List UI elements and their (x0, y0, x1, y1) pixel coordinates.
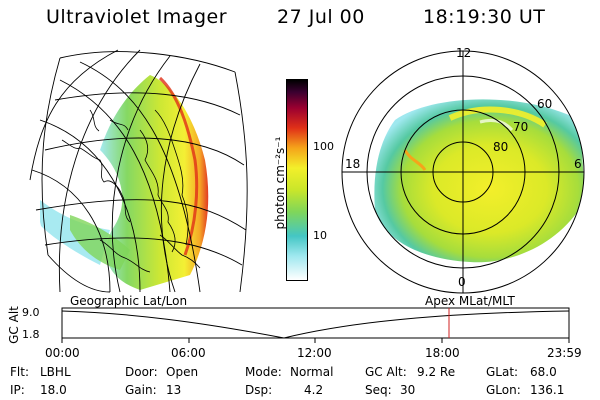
dsp-label: Dsp: (245, 383, 273, 397)
colorbar (286, 79, 308, 281)
glon-label: GLon: (486, 383, 521, 397)
mlt-label-6: 6 (574, 157, 582, 171)
mlt-label-0: 0 (458, 275, 466, 289)
door-label: Door: (125, 365, 158, 379)
ip-value: 18.0 (40, 383, 67, 397)
colorbar-tick-100: 100 (313, 140, 334, 153)
gain-value: 13 (166, 383, 182, 397)
time-label: 18:19:30 UT (423, 6, 546, 28)
mode-label: Mode: (245, 365, 282, 379)
timeline-xtick-4: 23:59 (547, 346, 582, 360)
mlat-label-70: 70 (513, 120, 529, 134)
instrument-title: Ultraviolet Imager (46, 6, 228, 28)
mlt-label-12: 12 (456, 46, 472, 60)
lat-lon-grid (29, 49, 248, 293)
mode-value: Normal (290, 365, 334, 379)
timeline-ytick-top: 9.0 (22, 306, 40, 319)
gc-alt-value: 9.2 Re (417, 365, 456, 379)
mlt-label-18: 18 (345, 157, 361, 171)
mlat-label-80: 80 (493, 140, 509, 154)
timeline-xtick-1: 06:00 (171, 346, 206, 360)
colorbar-tick-10: 10 (313, 229, 327, 242)
gain-label: Gain: (125, 383, 157, 397)
gc-alt-label: GC Alt: (365, 365, 407, 379)
ip-label: IP: (10, 383, 25, 397)
left-panel-caption: Geographic Lat/Lon (70, 294, 188, 308)
seq-value: 30 (400, 383, 416, 397)
door-value: Open (166, 365, 199, 379)
glat-label: GLat: (486, 365, 519, 379)
filter-value: LBHL (40, 365, 71, 379)
timeline-xtick-3: 18:00 (425, 346, 460, 360)
seq-label: Seq: (365, 383, 392, 397)
mlat-label-60: 60 (537, 97, 553, 111)
timeline-ytick-bottom: 1.8 (22, 328, 40, 341)
date-label: 27 Jul 00 (277, 6, 365, 28)
timeline-xtick-0: 00:00 (45, 346, 80, 360)
dsp-value: 4.2 (304, 383, 324, 397)
polar-grid (341, 50, 585, 294)
coastlines (61, 109, 201, 273)
right-panel-caption: Apex MLat/MLT (425, 294, 515, 308)
timeline-xtick-2: 12:00 (297, 346, 332, 360)
glat-value: 68.0 (530, 365, 557, 379)
glon-value: 136.1 (530, 383, 565, 397)
filter-label: Flt: (10, 365, 29, 379)
